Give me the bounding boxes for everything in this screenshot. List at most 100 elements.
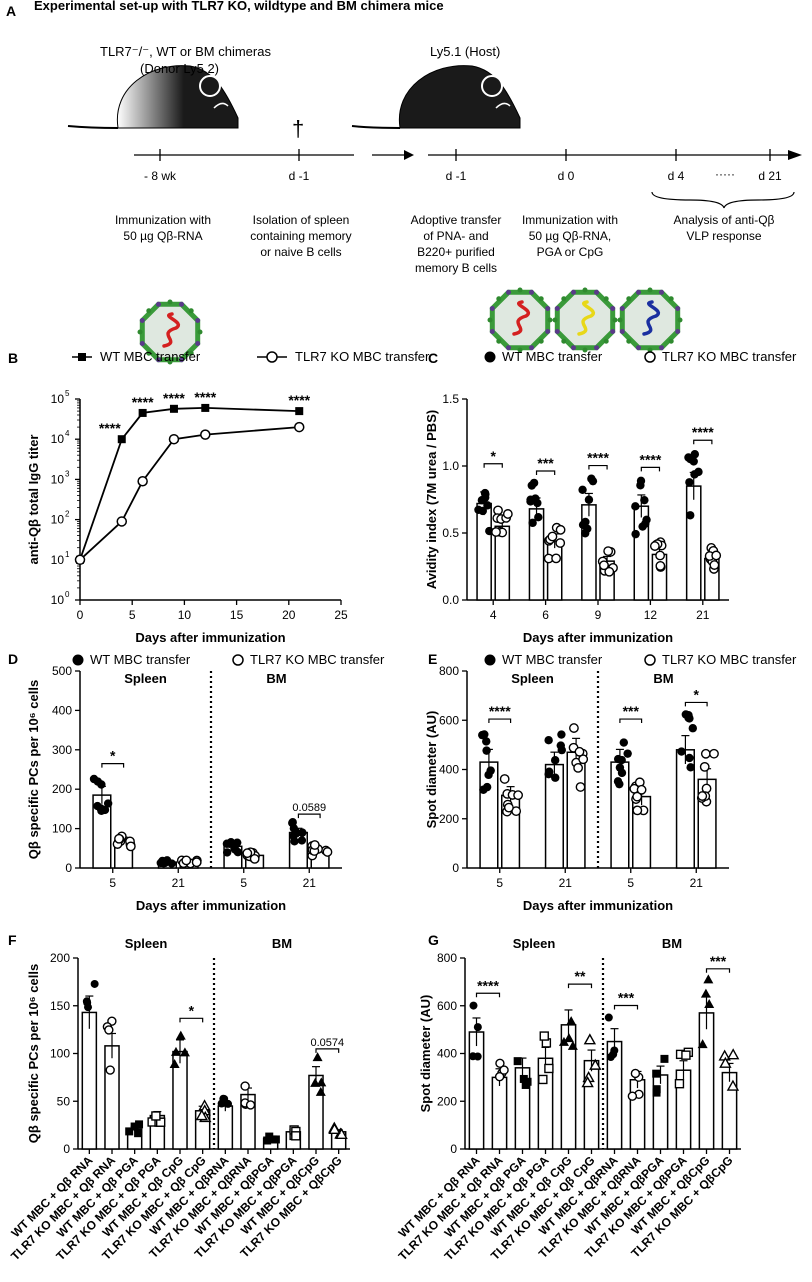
panel-g-point-pga	[652, 1069, 661, 1078]
panel-e-point-wt	[479, 785, 488, 794]
panel-e-point-wt	[550, 755, 560, 765]
vlp-pga-icon-capsomer	[552, 317, 558, 323]
timeline-2-tick-2: d 0	[558, 169, 575, 183]
panel-c: C WT MBC transfer TLR7 KO MBC transfer 0.0 0…	[424, 349, 797, 645]
panel-c-point-wt	[631, 502, 640, 511]
panel-c-point-wt	[483, 501, 492, 510]
desc-transfer-4: memory B cells	[415, 261, 497, 275]
panel-e-point-wt	[686, 763, 695, 772]
panel-f-point-cpg	[195, 1109, 208, 1121]
vlp-cpg-icon-capsomer	[626, 296, 632, 302]
panel-e-point-wt	[688, 724, 698, 733]
vlp-cpg-icon-capsomer	[636, 345, 641, 351]
panel-b-point-wt	[169, 404, 178, 413]
panel-a: A Experimental set-up with TLR7 KO, wild…	[6, 0, 802, 365]
panel-e-point-wt	[619, 738, 628, 747]
panel-g-y-tick-label: 400	[437, 1047, 457, 1061]
panel-c-x-tick-label: 4	[490, 608, 497, 622]
panel-e-point-ko	[697, 791, 708, 801]
panel-e-point-wt	[545, 767, 554, 776]
panel-e-legend-ko: TLR7 KO MBC transfer	[662, 652, 797, 667]
panel-d-legend-marker-wt	[72, 654, 84, 666]
panel-e-xlabel: Days after immunization	[523, 898, 673, 913]
desc-immun2-2: 50 µg Qβ-RNA,	[529, 229, 612, 243]
panel-e-sig-label: *	[694, 686, 700, 702]
panel-g-point-rna	[499, 1065, 509, 1075]
vlp-rna-icon-2-capsomer	[489, 329, 495, 334]
vlp-rna-icon-2-capsomer	[538, 338, 544, 344]
panel-c-point-ko	[655, 550, 665, 561]
panel-e-point-wt	[478, 730, 487, 740]
panel-c-point-wt	[690, 470, 699, 479]
panel-f-section-spleen: Spleen	[125, 936, 168, 951]
panel-c-x-tick-label: 21	[696, 608, 710, 622]
panel-e: E WT MBC transfer TLR7 KO MBC transfer 0 200…	[424, 651, 797, 913]
panel-f-point-rna	[90, 979, 99, 988]
vlp-rna-icon-2-capsomer	[545, 329, 551, 334]
desc-analysis-2: VLP response	[686, 229, 761, 243]
panel-g-letter: G	[428, 932, 439, 948]
panel-f-point-cpg	[316, 1077, 327, 1087]
panel-g-point-rna	[609, 1050, 618, 1059]
timeline-1-tick-1: - 8 wk	[144, 169, 177, 183]
panel-f-sig-bracket	[315, 1048, 340, 1053]
vlp-cpg-icon-capsomer	[619, 306, 625, 311]
panel-f-point-cpg	[315, 1086, 326, 1096]
panel-d-point-ko	[191, 857, 202, 868]
panel-e-point-ko	[699, 761, 710, 772]
panel-d-sig-label: 0.0589	[292, 802, 326, 814]
host-mouse-icon	[351, 65, 521, 129]
panel-g-y-tick-label: 800	[437, 951, 457, 965]
panel-f-point-pga	[125, 1127, 134, 1136]
vlp-cpg-icon-capsomer	[675, 306, 681, 311]
desc-immunization-1: Immunization with	[115, 213, 211, 227]
panel-g-y-tick-label: 200	[437, 1094, 457, 1108]
panel-e-point-ko	[632, 805, 643, 816]
vlp-rna-icon-2-capsomer	[547, 317, 553, 323]
panel-c-bar-ko	[546, 540, 563, 601]
panel-c-bar-wt	[476, 502, 492, 601]
panel-c-sig-label: ****	[692, 424, 714, 440]
vlp-cpg-icon-capsomer	[668, 338, 674, 344]
panel-c-sig-label: ****	[587, 450, 609, 466]
panel-e-letter: E	[428, 651, 437, 667]
panel-d-point-ko	[249, 853, 260, 864]
panel-c-y-tick-label: 0.5	[442, 526, 459, 540]
panel-g-point-rna	[630, 1068, 641, 1079]
vlp-rna-icon-capsomer	[167, 299, 173, 305]
panel-b-series-line-wt	[79, 406, 300, 561]
vlp-pga-icon-capsomer	[571, 289, 576, 295]
vlp-rna-icon-2-capsomer	[506, 289, 511, 295]
vlp-cpg-icon-capsomer	[626, 338, 632, 344]
panel-d-legend-marker-ko	[232, 654, 244, 666]
panel-d-y-tick-label: 500	[52, 664, 72, 678]
vlp-rna-icon-2	[487, 287, 553, 353]
panel-c-point-ko	[655, 560, 666, 571]
desc-immun2-1: Immunization with	[522, 213, 618, 227]
panel-f-y-tick-label: 200	[50, 951, 70, 965]
panel-d-point-ko	[322, 847, 333, 857]
panel-b-y-tick-exp: 4	[65, 429, 70, 438]
panel-e-point-wt	[617, 755, 626, 765]
panel-d-legend-ko: TLR7 KO MBC transfer	[250, 652, 385, 667]
panel-c-point-wt	[528, 518, 537, 528]
panel-b-legend-ko: TLR7 KO MBC transfer	[295, 349, 430, 364]
panel-e-legend-marker-wt	[484, 654, 496, 666]
panel-c-point-wt	[641, 519, 650, 528]
panel-f-point-cpg	[328, 1122, 341, 1134]
panel-e-legend-wt: WT MBC transfer	[502, 652, 603, 667]
panel-f-point-pga	[268, 1135, 277, 1144]
desc-isolation-2: containing memory	[250, 229, 351, 243]
panel-d-point-ko	[181, 855, 192, 866]
vlp-cpg-icon-capsomer	[677, 317, 683, 323]
panel-f-point-rna	[105, 1065, 115, 1075]
panel-f-point-pga	[155, 1117, 166, 1127]
panel-e-point-ko	[578, 754, 589, 765]
panel-e-section-spleen: Spleen	[511, 671, 554, 686]
vlp-rna-icon-capsomer	[167, 359, 173, 365]
panel-f-point-cpg	[175, 1030, 186, 1040]
panel-g-point-cpg	[567, 1040, 578, 1050]
vlp-pga-icon-capsomer	[603, 296, 609, 302]
